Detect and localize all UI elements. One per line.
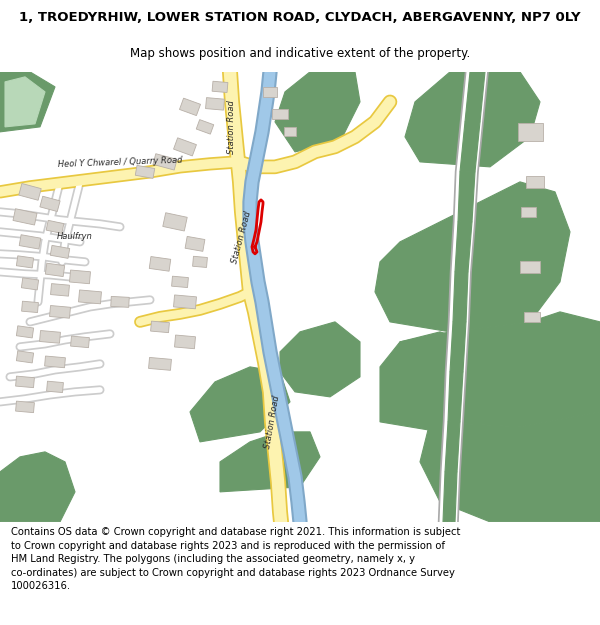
Bar bbox=[173, 295, 196, 309]
Text: Map shows position and indicative extent of the property.: Map shows position and indicative extent… bbox=[130, 48, 470, 61]
Bar bbox=[111, 296, 129, 308]
Bar bbox=[19, 235, 41, 249]
Polygon shape bbox=[280, 322, 360, 397]
Bar bbox=[50, 306, 70, 318]
Polygon shape bbox=[0, 72, 55, 132]
Bar bbox=[185, 236, 205, 251]
Bar bbox=[517, 123, 542, 141]
Polygon shape bbox=[420, 412, 600, 522]
Bar bbox=[70, 270, 91, 284]
Bar bbox=[206, 98, 224, 110]
Polygon shape bbox=[405, 72, 540, 167]
Polygon shape bbox=[375, 182, 570, 332]
Polygon shape bbox=[455, 222, 472, 272]
Polygon shape bbox=[448, 372, 463, 422]
Bar bbox=[46, 221, 64, 233]
Bar bbox=[284, 127, 296, 136]
Bar bbox=[520, 261, 540, 273]
Text: Station Road: Station Road bbox=[230, 210, 253, 264]
Polygon shape bbox=[5, 77, 45, 127]
Text: Contains OS data © Crown copyright and database right 2021. This information is : Contains OS data © Crown copyright and d… bbox=[11, 527, 460, 591]
Bar bbox=[521, 207, 536, 217]
Bar bbox=[40, 196, 60, 211]
Polygon shape bbox=[443, 472, 457, 522]
Bar bbox=[46, 263, 65, 277]
Bar bbox=[212, 81, 228, 92]
Polygon shape bbox=[0, 452, 75, 522]
Bar bbox=[16, 351, 34, 363]
Polygon shape bbox=[275, 72, 360, 152]
Bar bbox=[16, 326, 34, 338]
Polygon shape bbox=[458, 172, 475, 222]
Bar bbox=[263, 87, 277, 97]
Bar bbox=[153, 154, 177, 170]
Bar bbox=[526, 176, 544, 188]
Bar bbox=[149, 357, 172, 371]
Polygon shape bbox=[453, 272, 468, 322]
Bar bbox=[172, 276, 188, 288]
Bar bbox=[272, 109, 288, 119]
Bar bbox=[22, 301, 38, 312]
Bar bbox=[135, 166, 155, 178]
Bar bbox=[149, 256, 171, 271]
Bar bbox=[22, 278, 38, 290]
Text: Station Road: Station Road bbox=[263, 394, 281, 449]
Bar bbox=[173, 138, 196, 156]
Bar bbox=[179, 98, 200, 116]
Bar bbox=[163, 213, 187, 231]
Bar bbox=[175, 335, 196, 349]
Bar bbox=[79, 290, 101, 304]
Bar bbox=[16, 376, 34, 388]
Bar bbox=[44, 356, 65, 367]
Polygon shape bbox=[445, 422, 460, 472]
Polygon shape bbox=[390, 312, 600, 427]
Text: Haulfryn: Haulfryn bbox=[57, 232, 93, 241]
Text: Heol Y Chwarel / Quarry Road: Heol Y Chwarel / Quarry Road bbox=[58, 155, 182, 169]
Bar bbox=[50, 246, 70, 258]
Bar bbox=[47, 381, 64, 392]
Polygon shape bbox=[460, 122, 480, 172]
Bar bbox=[13, 209, 37, 225]
Bar bbox=[40, 331, 61, 343]
Bar bbox=[71, 336, 89, 348]
Bar bbox=[50, 284, 70, 296]
Bar bbox=[16, 256, 34, 268]
Bar bbox=[151, 321, 169, 332]
Polygon shape bbox=[465, 72, 485, 122]
Text: Station Road: Station Road bbox=[227, 100, 236, 154]
Bar bbox=[19, 184, 41, 200]
Bar bbox=[16, 401, 34, 412]
Polygon shape bbox=[450, 322, 466, 372]
Polygon shape bbox=[380, 332, 490, 432]
Bar bbox=[196, 119, 214, 134]
Bar bbox=[524, 312, 540, 322]
Bar bbox=[193, 256, 208, 268]
Polygon shape bbox=[190, 367, 290, 442]
Polygon shape bbox=[220, 432, 320, 492]
Text: 1, TROEDYRHIW, LOWER STATION ROAD, CLYDACH, ABERGAVENNY, NP7 0LY: 1, TROEDYRHIW, LOWER STATION ROAD, CLYDA… bbox=[19, 11, 581, 24]
